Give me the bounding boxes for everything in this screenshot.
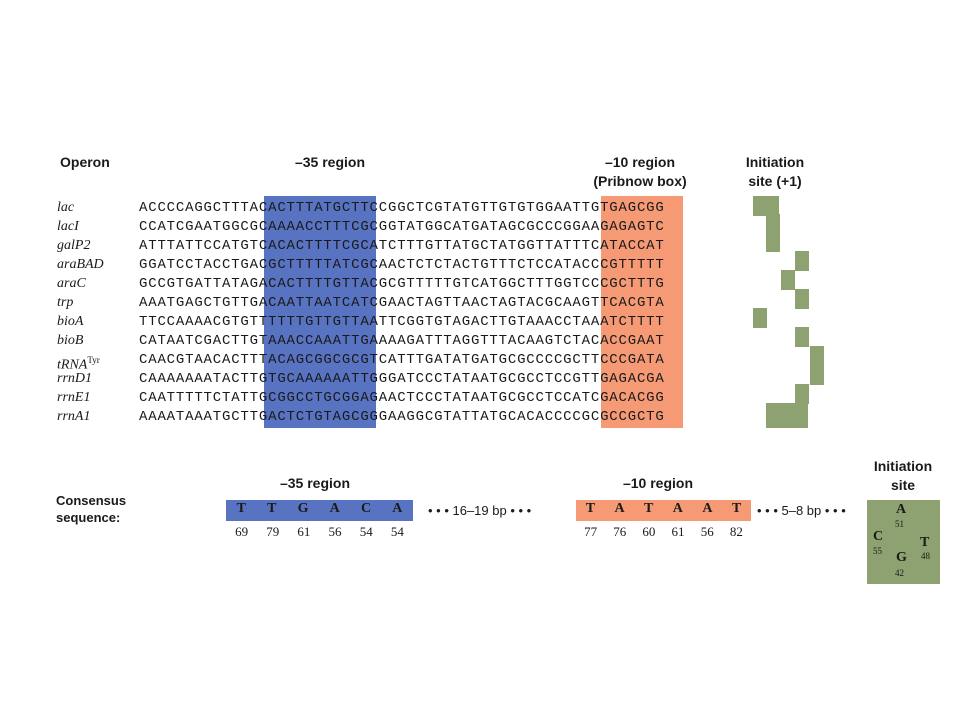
operon-header: Operon bbox=[60, 154, 110, 170]
base-letter: T bbox=[236, 501, 246, 516]
operon-name: araC bbox=[57, 276, 86, 291]
spacer-16-19bp: • • • 16–19 bp • • • bbox=[428, 503, 532, 518]
base-letter: T bbox=[731, 501, 742, 516]
promoter-sequence: CAACGTAACACTTTACAGCGGCGCGTCATTTGATATGATG… bbox=[139, 352, 665, 368]
consensus-label-line1: Consensus bbox=[56, 493, 127, 508]
base-percentage: 82 bbox=[729, 524, 743, 539]
base-percentage: 61 bbox=[297, 524, 311, 539]
minus35-highlight bbox=[264, 196, 376, 428]
initiation-percent-t: 48 bbox=[921, 551, 930, 561]
initiation-base-c: C bbox=[873, 529, 884, 544]
base-letter: A bbox=[392, 501, 403, 516]
base-letter: A bbox=[329, 501, 340, 516]
operon-name: araBAD bbox=[57, 257, 104, 272]
consensus-minus10-box bbox=[576, 500, 751, 521]
initiation-highlight bbox=[781, 270, 795, 290]
initiation-percent-c: 55 bbox=[873, 546, 882, 556]
consensus-minus10-percentages: 77 76 60 61 56 82 bbox=[576, 524, 751, 540]
operon-name: bioA bbox=[57, 314, 84, 329]
base-letter: G bbox=[297, 501, 309, 516]
base-percentage: 56 bbox=[328, 524, 342, 539]
base-letter: A bbox=[702, 501, 713, 516]
base-letter: C bbox=[360, 501, 372, 516]
consensus-initiation-title: Initiation bbox=[873, 458, 933, 474]
consensus-minus10-letters: T A T A A T bbox=[576, 501, 751, 517]
base-letter: T bbox=[585, 501, 596, 516]
operon-name: rrnD1 bbox=[57, 371, 93, 386]
base-letter: T bbox=[644, 501, 654, 516]
operon-name-text: tRNA bbox=[57, 357, 88, 373]
promoter-sequence: GCCGTGATTATAGACACTTTTGTTACGCGTTTTTGTCATG… bbox=[139, 276, 665, 292]
base-percentage: 79 bbox=[266, 524, 280, 539]
base-letter: A bbox=[614, 501, 625, 516]
initiation-highlight bbox=[795, 327, 809, 347]
consensus-minus35-percentages: 69 79 61 56 54 54 bbox=[226, 524, 413, 540]
initiation-percent-g: 42 bbox=[895, 568, 904, 578]
initiation-highlight bbox=[753, 196, 779, 216]
initiation-highlight bbox=[795, 384, 809, 404]
initiation-highlight bbox=[766, 214, 780, 234]
promoter-sequence: TTCCAAAACGTGTTTTTTGTTGTTAATTCGGTGTAGACTT… bbox=[139, 314, 665, 330]
initiation-base-a: A bbox=[896, 502, 907, 517]
base-percentage: 61 bbox=[671, 524, 685, 539]
promoter-sequence: CAATTTTTCTATTGCGGCCTGCGGAGAACTCCCTATAATG… bbox=[139, 390, 665, 406]
consensus-minus35-letters: T T G A C A bbox=[226, 501, 413, 517]
base-letter: A bbox=[672, 501, 683, 516]
base-percentage: 77 bbox=[584, 524, 598, 539]
base-percentage: 56 bbox=[700, 524, 714, 539]
initiation-site-header: Initiation bbox=[745, 154, 805, 170]
minus10-highlight bbox=[601, 196, 683, 428]
consensus-minus35-box bbox=[226, 500, 413, 521]
consensus-label: Consensus sequence: bbox=[56, 492, 126, 526]
base-percentage: 69 bbox=[235, 524, 249, 539]
initiation-highlight bbox=[795, 251, 809, 271]
consensus-minus35-title: –35 region bbox=[279, 475, 351, 491]
base-percentage: 76 bbox=[613, 524, 627, 539]
base-percentage: 54 bbox=[359, 524, 373, 539]
minus35-region-header: –35 region bbox=[294, 154, 366, 170]
promoter-sequence: GGATCCTACCTGACGCTTTTTATCGCAACTCTCTACTGTT… bbox=[139, 257, 665, 273]
initiation-highlight bbox=[753, 308, 767, 328]
promoter-sequence: CCATCGAATGGCGCAAAACCTTTCGCGGTATGGCATGATA… bbox=[139, 219, 665, 235]
operon-name: rrnA1 bbox=[57, 409, 91, 424]
promoter-sequence: ATTTATTCCATGTCACACTTTTCGCATCTTTGTTATGCTA… bbox=[139, 238, 665, 254]
spacer-5-8bp: • • • 5–8 bp • • • bbox=[757, 503, 846, 518]
initiation-site-header-line2: site (+1) bbox=[748, 173, 802, 189]
promoter-sequence: CATAATCGACTTGTAAACCAAATTGAAAAGATTTAGGTTT… bbox=[139, 333, 665, 349]
initiation-highlight bbox=[795, 289, 809, 309]
initiation-highlight bbox=[810, 365, 824, 385]
promoter-sequence: AAAATAAATGCTTGACTCTGTAGCGGGAAGGCGTATTATG… bbox=[139, 409, 665, 425]
initiation-base-g: G bbox=[896, 550, 907, 565]
operon-name: bioB bbox=[57, 333, 84, 348]
consensus-initiation-box bbox=[867, 500, 940, 584]
consensus-label-line2: sequence: bbox=[56, 510, 121, 525]
operon-name: rrnE1 bbox=[57, 390, 91, 405]
promoter-sequence: ACCCCAGGCTTTACACTTTATGCTTCCGGCTCGTATGTTG… bbox=[139, 200, 665, 216]
promoter-sequence: CAAAAAAATACTTGTGCAAAAAATTGGGATCCCTATAATG… bbox=[139, 371, 665, 387]
operon-name-trna: tRNATyr bbox=[57, 351, 100, 375]
initiation-highlight bbox=[810, 346, 824, 366]
operon-name: lacI bbox=[57, 219, 79, 234]
initiation-base-t: T bbox=[920, 535, 930, 550]
initiation-highlight bbox=[766, 232, 780, 252]
base-letter: T bbox=[267, 501, 277, 516]
minus10-region-header: –10 region bbox=[604, 154, 676, 170]
consensus-minus10-title: –10 region bbox=[622, 475, 694, 491]
pribnow-box-header: (Pribnow box) bbox=[593, 173, 687, 189]
initiation-highlight bbox=[766, 403, 808, 428]
operon-name-superscript: Tyr bbox=[87, 355, 100, 365]
base-percentage: 54 bbox=[390, 524, 404, 539]
initiation-percent-a: 51 bbox=[895, 519, 904, 529]
operon-name: trp bbox=[57, 295, 74, 310]
promoter-sequence: AAATGAGCTGTTGACAATTAATCATCGAACTAGTTAACTA… bbox=[139, 295, 665, 311]
operon-name: lac bbox=[57, 200, 75, 215]
consensus-initiation-title-line2: site bbox=[890, 477, 916, 493]
base-percentage: 60 bbox=[642, 524, 656, 539]
operon-name: galP2 bbox=[57, 238, 91, 253]
